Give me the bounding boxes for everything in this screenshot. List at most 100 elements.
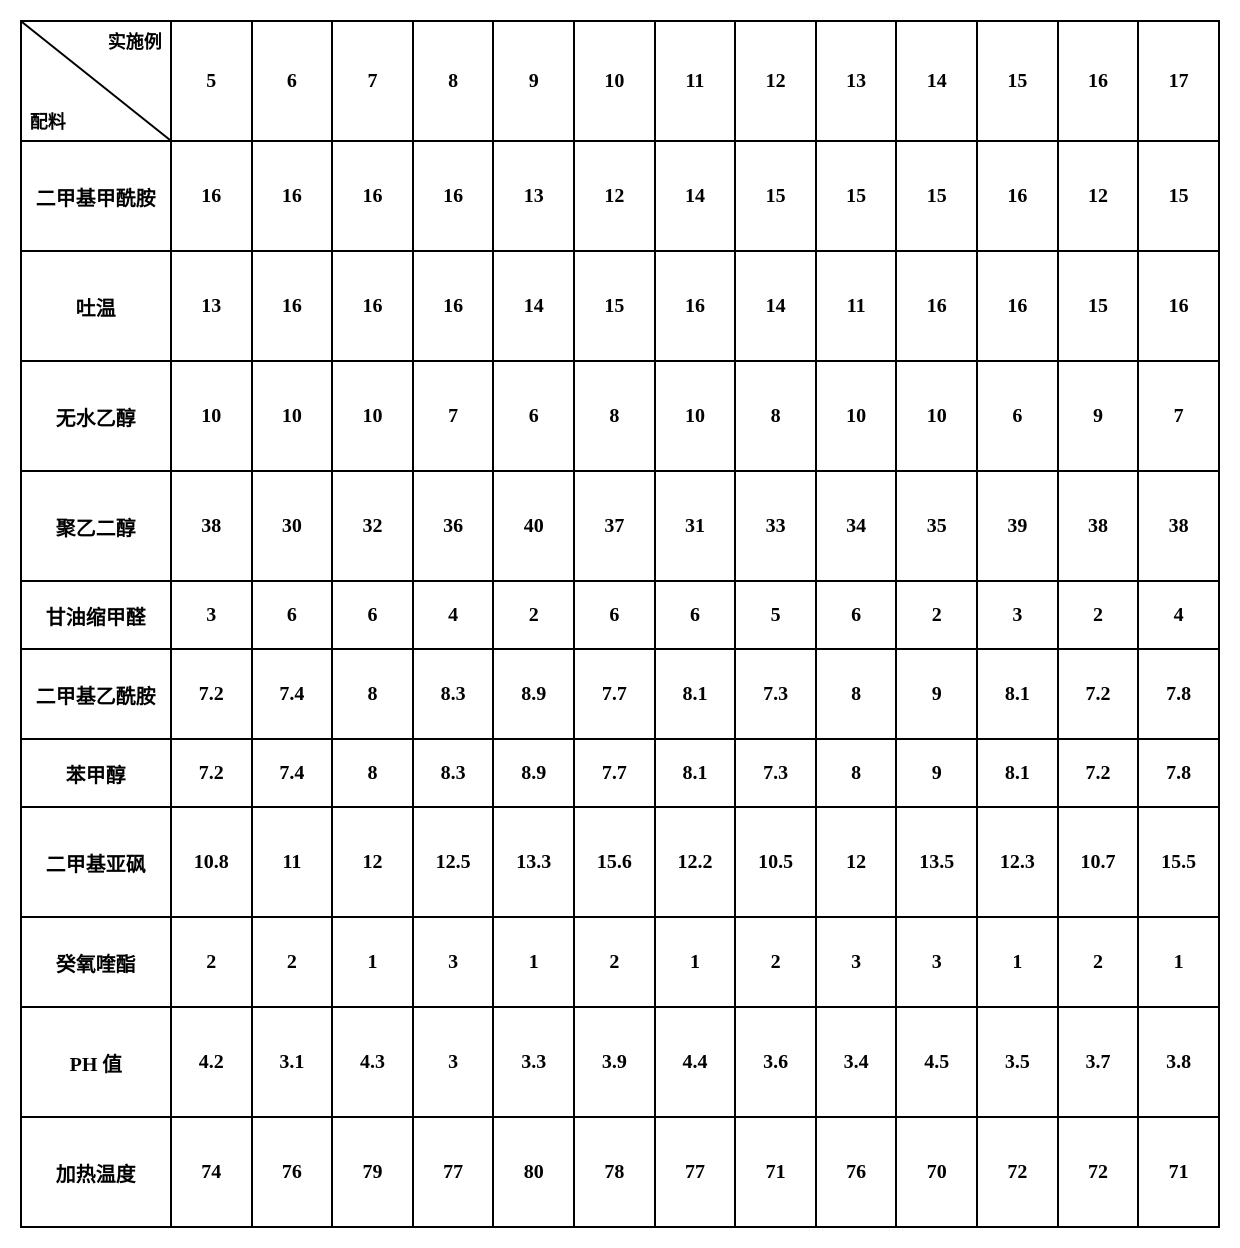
row-label: 苯甲醇 bbox=[21, 739, 171, 807]
data-cell: 5 bbox=[735, 581, 816, 649]
row-label: 甘油缩甲醛 bbox=[21, 581, 171, 649]
data-cell: 16 bbox=[413, 251, 494, 361]
data-cell: 74 bbox=[171, 1117, 252, 1227]
data-cell: 3.6 bbox=[735, 1007, 816, 1117]
data-cell: 77 bbox=[413, 1117, 494, 1227]
data-cell: 72 bbox=[977, 1117, 1058, 1227]
data-cell: 2 bbox=[1058, 581, 1139, 649]
column-header: 5 bbox=[171, 21, 252, 141]
data-cell: 7.7 bbox=[574, 649, 655, 739]
data-cell: 31 bbox=[655, 471, 736, 581]
data-cell: 9 bbox=[1058, 361, 1139, 471]
data-cell: 11 bbox=[252, 807, 333, 917]
table-row: 甘油缩甲醛3664266562324 bbox=[21, 581, 1219, 649]
table-row: 癸氧喹酯2213121233121 bbox=[21, 917, 1219, 1007]
data-cell: 12.3 bbox=[977, 807, 1058, 917]
column-header: 9 bbox=[493, 21, 574, 141]
table-row: 加热温度74767977807877717670727271 bbox=[21, 1117, 1219, 1227]
data-cell: 7.8 bbox=[1138, 649, 1219, 739]
data-cell: 8 bbox=[574, 361, 655, 471]
data-cell: 1 bbox=[493, 917, 574, 1007]
data-cell: 79 bbox=[332, 1117, 413, 1227]
data-cell: 40 bbox=[493, 471, 574, 581]
data-cell: 16 bbox=[977, 141, 1058, 251]
data-cell: 10 bbox=[655, 361, 736, 471]
data-cell: 10.8 bbox=[171, 807, 252, 917]
data-cell: 38 bbox=[171, 471, 252, 581]
data-cell: 2 bbox=[1058, 917, 1139, 1007]
data-cell: 16 bbox=[896, 251, 977, 361]
data-cell: 16 bbox=[332, 141, 413, 251]
data-cell: 4.4 bbox=[655, 1007, 736, 1117]
data-cell: 3 bbox=[816, 917, 897, 1007]
data-cell: 16 bbox=[977, 251, 1058, 361]
data-cell: 14 bbox=[655, 141, 736, 251]
header-diagonal-cell: 实施例配料 bbox=[21, 21, 171, 141]
data-cell: 7.3 bbox=[735, 739, 816, 807]
table-row: 无水乙醇1010107681081010697 bbox=[21, 361, 1219, 471]
data-cell: 36 bbox=[413, 471, 494, 581]
data-cell: 1 bbox=[332, 917, 413, 1007]
data-cell: 8.1 bbox=[977, 649, 1058, 739]
column-header: 12 bbox=[735, 21, 816, 141]
data-cell: 3.8 bbox=[1138, 1007, 1219, 1117]
data-cell: 3.5 bbox=[977, 1007, 1058, 1117]
data-cell: 1 bbox=[1138, 917, 1219, 1007]
data-cell: 15 bbox=[574, 251, 655, 361]
data-cell: 1 bbox=[655, 917, 736, 1007]
column-header: 11 bbox=[655, 21, 736, 141]
data-cell: 39 bbox=[977, 471, 1058, 581]
data-cell: 6 bbox=[816, 581, 897, 649]
data-cell: 16 bbox=[171, 141, 252, 251]
data-cell: 8 bbox=[332, 649, 413, 739]
column-header: 10 bbox=[574, 21, 655, 141]
data-cell: 8 bbox=[816, 649, 897, 739]
data-cell: 8 bbox=[816, 739, 897, 807]
data-cell: 2 bbox=[896, 581, 977, 649]
data-cell: 8.9 bbox=[493, 649, 574, 739]
data-cell: 8.3 bbox=[413, 739, 494, 807]
data-cell: 16 bbox=[655, 251, 736, 361]
data-cell: 2 bbox=[735, 917, 816, 1007]
data-cell: 4 bbox=[413, 581, 494, 649]
data-cell: 15 bbox=[735, 141, 816, 251]
data-cell: 15 bbox=[1138, 141, 1219, 251]
row-label: 加热温度 bbox=[21, 1117, 171, 1227]
row-label: 无水乙醇 bbox=[21, 361, 171, 471]
data-cell: 13 bbox=[493, 141, 574, 251]
column-header: 15 bbox=[977, 21, 1058, 141]
data-cell: 38 bbox=[1138, 471, 1219, 581]
data-cell: 6 bbox=[332, 581, 413, 649]
row-label: 吐温 bbox=[21, 251, 171, 361]
data-cell: 3.3 bbox=[493, 1007, 574, 1117]
row-label: 二甲基乙酰胺 bbox=[21, 649, 171, 739]
diagonal-bottom-label: 配料 bbox=[30, 108, 66, 134]
data-cell: 9 bbox=[896, 739, 977, 807]
table-row: 苯甲醇7.27.488.38.97.78.17.3898.17.27.8 bbox=[21, 739, 1219, 807]
data-cell: 76 bbox=[252, 1117, 333, 1227]
data-cell: 6 bbox=[655, 581, 736, 649]
row-label: 聚乙二醇 bbox=[21, 471, 171, 581]
data-cell: 3 bbox=[171, 581, 252, 649]
data-table: 实施例配料567891011121314151617二甲基甲酰胺16161616… bbox=[20, 20, 1220, 1228]
data-cell: 3 bbox=[977, 581, 1058, 649]
data-cell: 10 bbox=[816, 361, 897, 471]
data-cell: 6 bbox=[574, 581, 655, 649]
data-cell: 37 bbox=[574, 471, 655, 581]
data-cell: 10 bbox=[332, 361, 413, 471]
row-label: 二甲基甲酰胺 bbox=[21, 141, 171, 251]
data-cell: 7 bbox=[413, 361, 494, 471]
data-cell: 34 bbox=[816, 471, 897, 581]
data-cell: 76 bbox=[816, 1117, 897, 1227]
data-cell: 7.2 bbox=[171, 649, 252, 739]
data-cell: 4.2 bbox=[171, 1007, 252, 1117]
data-cell: 72 bbox=[1058, 1117, 1139, 1227]
data-cell: 16 bbox=[413, 141, 494, 251]
data-cell: 11 bbox=[816, 251, 897, 361]
data-cell: 7.4 bbox=[252, 649, 333, 739]
data-cell: 7.4 bbox=[252, 739, 333, 807]
data-cell: 16 bbox=[252, 141, 333, 251]
data-cell: 12 bbox=[1058, 141, 1139, 251]
data-cell: 15 bbox=[896, 141, 977, 251]
data-cell: 3.4 bbox=[816, 1007, 897, 1117]
